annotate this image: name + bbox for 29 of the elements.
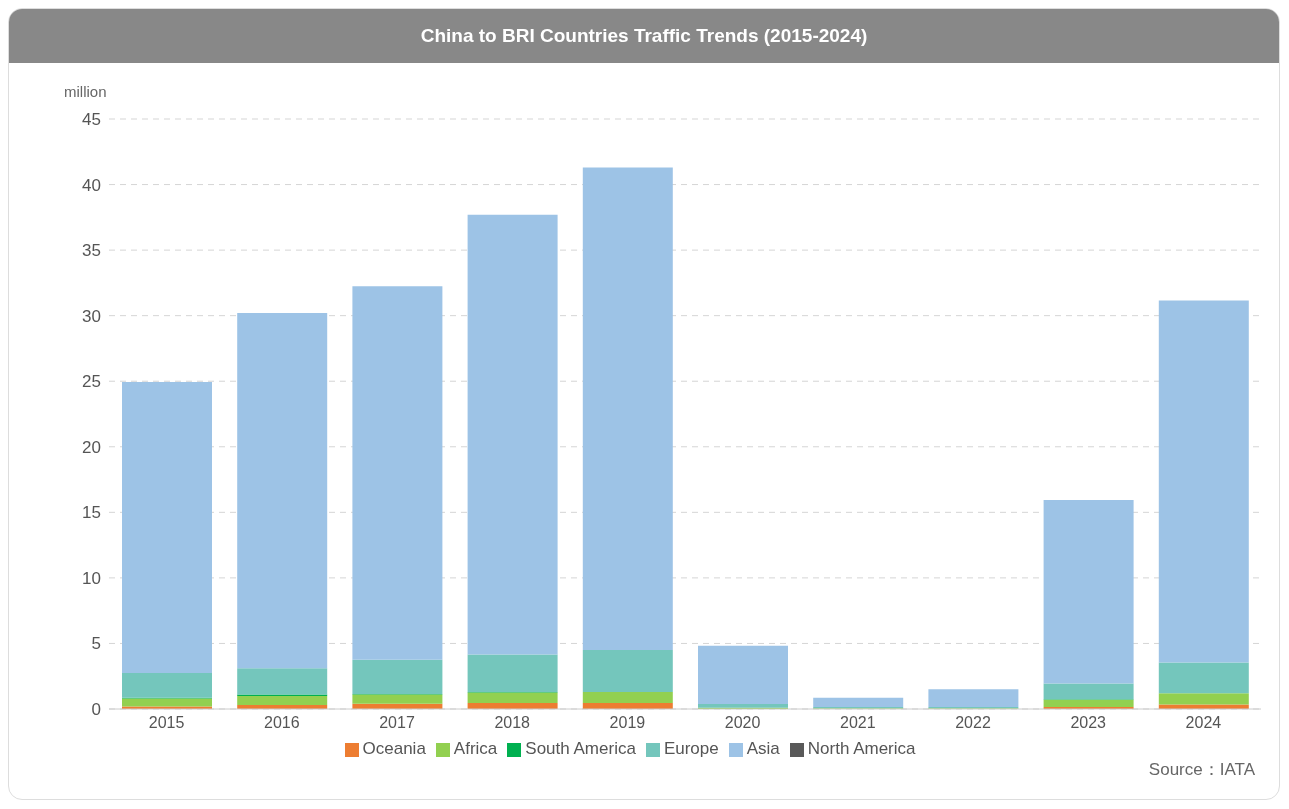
x-tick-label: 2024 [1185,714,1222,732]
legend-label: South America [525,739,636,758]
y-axis-title: million [64,83,107,100]
x-tick-label: 2023 [1070,714,1107,732]
y-tick-label: 40 [82,175,101,195]
legend-label: Europe [663,739,719,758]
x-tick-label: 2019 [609,714,646,732]
y-tick-label: 35 [82,241,101,261]
y-tick-label: 5 [91,634,101,654]
x-tick-label: 2016 [264,714,300,732]
y-tick-label: 30 [82,306,101,326]
x-tick-label: 2018 [494,714,531,732]
legend-label: Africa [453,739,498,758]
y-tick-label: 45 [82,110,101,130]
chart-title: China to BRI Countries Traffic Trends (2015-2024) [9,9,1279,63]
x-tick-label: 2020 [724,714,761,732]
y-tick-label: 15 [82,503,101,523]
y-tick-label: 20 [82,437,101,457]
y-tick-label: 0 [91,700,101,720]
x-tick-label: 2015 [148,714,185,732]
x-tick-label: 2017 [379,714,415,732]
source-note: Source：IATA [1148,759,1255,781]
x-tick-label: 2022 [955,714,991,732]
y-tick-label: 10 [82,568,101,588]
legend-label: Oceania [362,739,426,758]
y-tick-label: 25 [82,372,101,392]
legend-label: Asia [746,739,780,758]
legend-label: North America [807,739,916,758]
x-tick-label: 2021 [840,714,876,732]
